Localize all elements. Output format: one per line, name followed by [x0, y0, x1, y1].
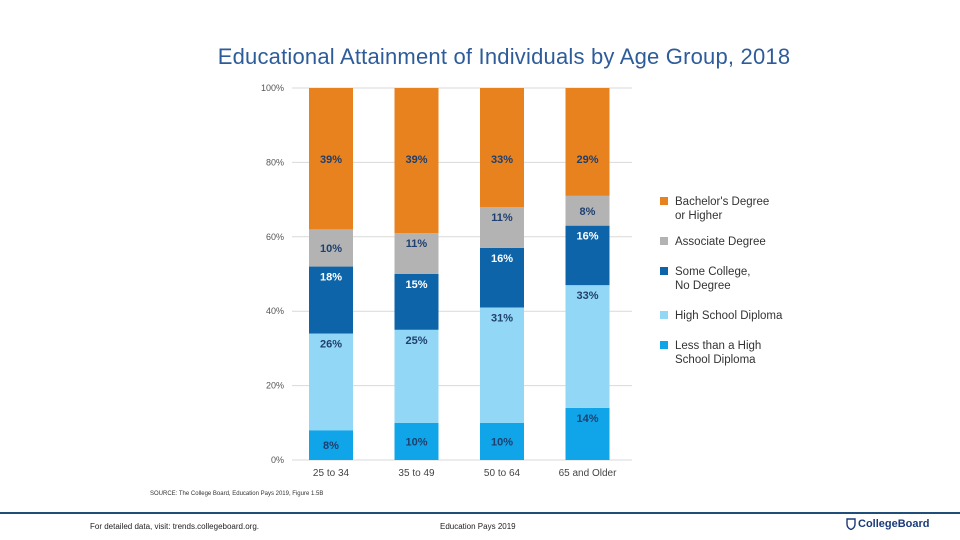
data-label: 16% [576, 231, 598, 243]
data-label: 10% [405, 436, 427, 448]
data-label: 8% [323, 440, 339, 452]
legend-label: Less than a High [675, 340, 761, 352]
legend-label: High School Diploma [675, 310, 783, 322]
x-tick-label: 50 to 64 [484, 468, 521, 479]
y-tick-label: 100% [261, 83, 284, 93]
legend-swatch [660, 237, 668, 245]
bar-segment [565, 195, 610, 226]
data-label: 31% [491, 312, 513, 324]
data-label: 8% [580, 206, 596, 218]
x-tick-label: 35 to 49 [398, 468, 435, 479]
bar-segment [565, 407, 610, 460]
data-label: 11% [406, 238, 428, 250]
data-label: 18% [320, 272, 342, 284]
bar-segment [309, 266, 353, 334]
y-tick-label: 20% [266, 381, 284, 391]
y-tick-label: 80% [266, 157, 284, 167]
data-label: 25% [405, 335, 427, 347]
footer-report-title: Education Pays 2019 [440, 522, 516, 531]
bar-segment [394, 422, 439, 460]
footer-data-link-text: For detailed data, visit: trends.college… [90, 522, 259, 531]
bar-segment [480, 207, 524, 248]
college-board-logo: CollegeBoard [846, 518, 930, 530]
y-tick-label: 40% [266, 306, 284, 316]
bar-segment [480, 307, 524, 423]
source-note: SOURCE: The College Board, Education Pay… [150, 491, 324, 497]
data-label: 33% [491, 154, 513, 166]
y-tick-label: 0% [271, 455, 284, 465]
data-label: 11% [491, 212, 513, 224]
bar-segment [565, 88, 610, 196]
data-label: 10% [491, 436, 513, 448]
x-tick-label: 65 and Older [559, 468, 617, 479]
x-tick-label: 25 to 34 [313, 468, 350, 479]
shield-icon [846, 518, 856, 530]
bar-segment [394, 329, 439, 423]
data-label: 10% [320, 243, 342, 255]
data-label: 15% [405, 279, 427, 291]
legend-swatch [660, 341, 668, 349]
bar-segment [309, 229, 353, 267]
bar-segment [565, 225, 610, 286]
legend-label: No Degree [675, 280, 731, 292]
legend-label: Bachelor's Degree [675, 196, 769, 208]
bar-segment [480, 247, 524, 308]
brand-name: CollegeBoard [858, 518, 930, 530]
bar-segment [565, 285, 610, 408]
data-label: 29% [576, 154, 598, 166]
data-label: 33% [576, 290, 598, 302]
bar-segment [309, 430, 353, 460]
legend-label: School Diploma [675, 354, 756, 366]
bar-segment [309, 88, 353, 230]
data-label: 39% [405, 154, 427, 166]
legend-label: or Higher [675, 210, 722, 222]
data-label: 39% [320, 154, 342, 166]
legend-swatch [660, 267, 668, 275]
y-tick-label: 60% [266, 232, 284, 242]
footer-divider [0, 512, 960, 514]
legend-swatch [660, 311, 668, 319]
bar-segment [480, 88, 524, 208]
data-label: 26% [320, 339, 342, 351]
bar-segment [394, 274, 439, 330]
legend-swatch [660, 197, 668, 205]
legend-label: Associate Degree [675, 236, 766, 248]
bar-segment [480, 422, 524, 460]
chart-title: Educational Attainment of Individuals by… [217, 44, 791, 69]
bar-segment [309, 333, 353, 431]
data-label: 16% [491, 253, 513, 265]
bar-segment [394, 233, 439, 274]
legend-label: Some College, [675, 266, 750, 278]
data-label: 14% [576, 413, 598, 425]
bar-segment [394, 88, 439, 234]
